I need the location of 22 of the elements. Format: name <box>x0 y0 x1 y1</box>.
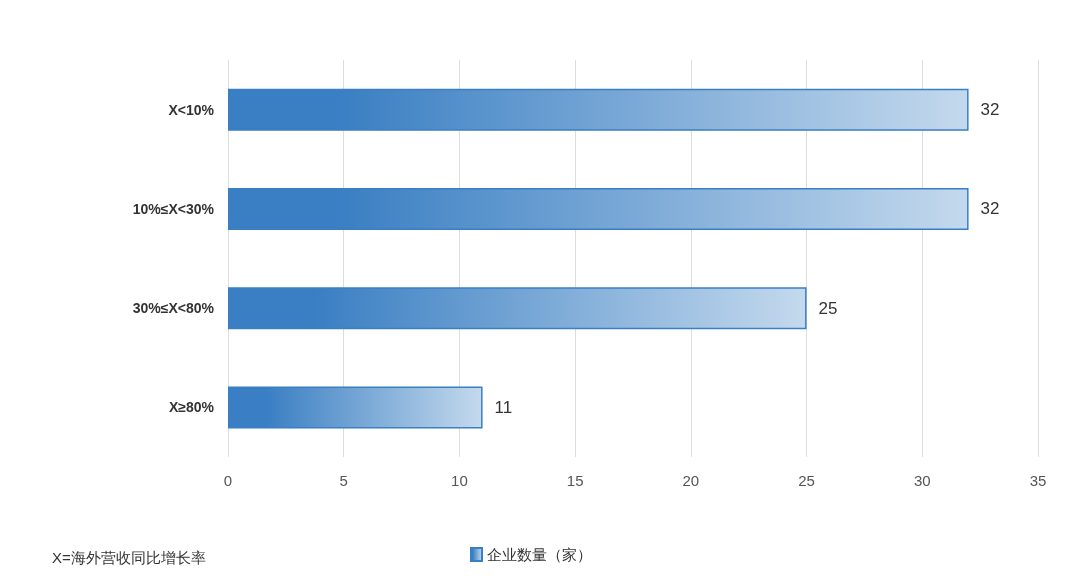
x-tick-label: 0 <box>223 472 233 489</box>
x-tick-label: 25 <box>798 472 815 489</box>
x-tick-label: 15 <box>566 472 584 489</box>
x-tick-label: 35 <box>1029 472 1047 489</box>
legend-label: 企业数量（家） <box>487 546 592 563</box>
bar <box>228 88 969 131</box>
y-tick-label: 30%≤X<80% <box>132 300 215 317</box>
y-tick-label: X≥80% <box>168 399 215 416</box>
bar <box>228 386 483 429</box>
data-label: 11 <box>494 397 513 417</box>
x-tick-label: 30 <box>913 472 931 489</box>
y-tick-label: 10%≤X<30% <box>132 200 215 217</box>
data-label: 32 <box>980 100 1000 120</box>
data-label: 32 <box>980 199 1000 219</box>
bar <box>228 287 807 330</box>
data-label: 25 <box>818 298 838 318</box>
x-tick-label: 5 <box>339 472 348 489</box>
x-tick-label: 20 <box>682 472 700 489</box>
bar <box>228 187 969 230</box>
x-tick-label: 10 <box>451 472 468 489</box>
text: X=海外营收同比增长率 <box>52 549 206 566</box>
y-tick-label: X<10% <box>168 101 215 118</box>
